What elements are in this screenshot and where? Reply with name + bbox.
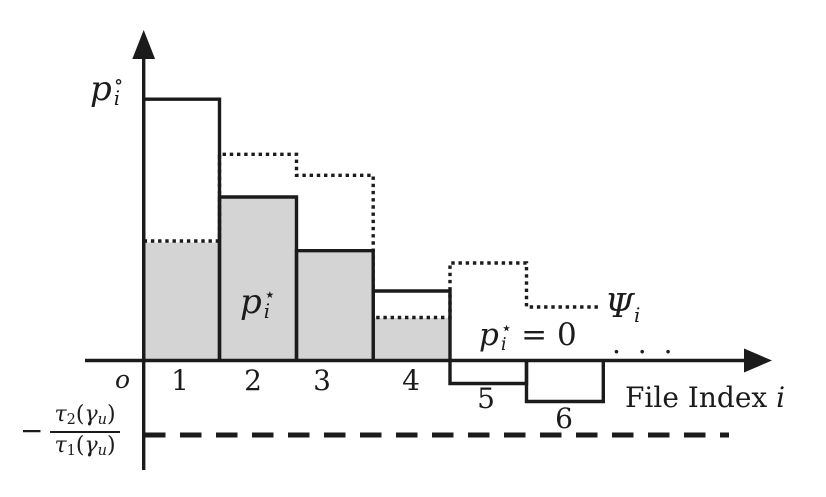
bar-4-outline (371, 289, 452, 360)
y-axis-arrow-icon (132, 30, 156, 59)
fraction-stack: τ2(γu) τ1(γu) (50, 402, 120, 459)
tick-3: 3 (313, 364, 331, 397)
origin-label: o (115, 365, 131, 394)
p-circle-label: p ∘ i (90, 72, 123, 108)
bar-1-gray-fill (145, 242, 218, 360)
p-circle-scripts: ∘ i (113, 70, 124, 110)
text-segment: γ (84, 402, 98, 427)
tick-5: 5 (477, 382, 495, 415)
i-subscript: i (263, 300, 271, 323)
bar-2-gray-fill (221, 198, 295, 360)
text-segment: τ (54, 432, 67, 458)
i-subscript: i (113, 87, 121, 110)
text-segment: τ (54, 402, 67, 427)
text-segment: File Index (625, 381, 777, 414)
text-segment: 1 (66, 442, 76, 459)
circle-superscript: ∘ (113, 70, 124, 94)
text-segment: i (776, 381, 786, 414)
i-subscript: i (633, 303, 641, 327)
x-axis-arrow-icon (744, 348, 772, 373)
fraction-denominator: τ1(γu) (54, 433, 115, 459)
x-axis-title: File Index i (625, 384, 785, 412)
bar-4-gray-fill (374, 318, 449, 360)
text-segment: ) (107, 432, 116, 458)
p-star-zero-base: p (479, 317, 499, 353)
psi-base: Ψ (605, 286, 634, 325)
text-segment: ( (75, 402, 85, 427)
threshold-fraction-label: − τ2(γu) τ1(γu) (20, 404, 120, 458)
text-segment: u (97, 412, 107, 429)
text-segment: 2 (66, 412, 76, 429)
p-star-scripts: ⋆ i (263, 283, 277, 323)
tick-4: 4 (402, 364, 420, 397)
p-star-zero-label: p ⋆ i = 0 (479, 317, 577, 355)
bar-3-gray-fill (298, 252, 372, 360)
fraction-numerator: τ2(γu) (50, 402, 120, 433)
text-segment: γ (84, 432, 98, 458)
star-superscript: ⋆ (500, 318, 513, 340)
equals-zero-text: = 0 (521, 317, 577, 353)
p-circle-base: p (90, 69, 112, 109)
minus-sign: − (20, 414, 44, 448)
text-segment: ) (107, 402, 116, 427)
continuation-dots: . . . (612, 327, 675, 360)
tick-1: 1 (171, 364, 189, 397)
p-star-zero-scripts: ⋆ i (500, 318, 513, 355)
star-superscript: ⋆ (263, 283, 277, 307)
text-segment: u (97, 442, 107, 459)
p-star-label: p ⋆ i (240, 285, 276, 321)
bar-5-negative-outline (448, 360, 529, 386)
psi-dotted-step-line (143, 152, 601, 320)
psi-label: Ψi (605, 289, 640, 326)
tick-6: 6 (555, 402, 573, 435)
bar-6-negative-outline (524, 360, 605, 404)
i-subscript: i (500, 333, 507, 355)
p-star-base: p (240, 282, 262, 322)
tick-2: 2 (244, 364, 262, 397)
text-segment: ( (75, 432, 85, 458)
